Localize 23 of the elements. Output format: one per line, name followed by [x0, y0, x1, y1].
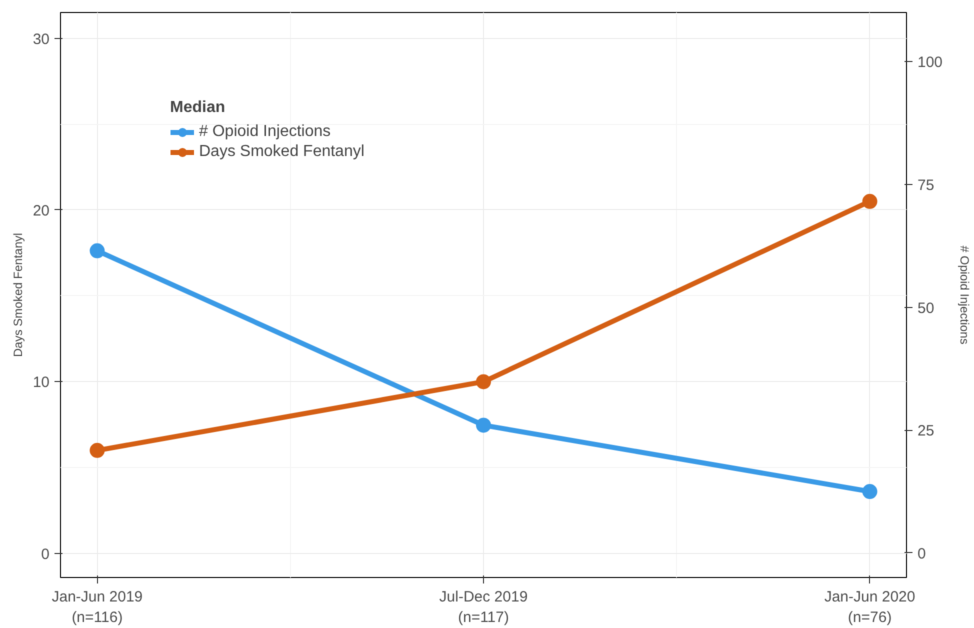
point	[862, 194, 878, 209]
point	[90, 243, 105, 258]
y2-tick-label: 50	[918, 300, 934, 317]
y2-tick-label: 100	[918, 54, 943, 72]
y-tick-label: 0	[41, 546, 50, 563]
point	[90, 442, 105, 458]
y2-axis-title: # Opioid Injections	[958, 246, 972, 344]
legend-title: Median	[170, 99, 226, 117]
y2-tick-label: 25	[918, 422, 934, 440]
legend-label: # Opioid Injections	[199, 123, 331, 141]
x-tick-label: Jul-Dec 2019 (n=117)	[439, 588, 528, 626]
y2-tick-label: 0	[918, 545, 926, 562]
y-tick-label: 20	[32, 202, 50, 220]
x-tick-label: Jan-Jun 2020 (n=76)	[824, 588, 916, 626]
point	[476, 374, 491, 390]
point	[862, 484, 878, 500]
point	[476, 418, 491, 433]
legend-label: Days Smoked Fentanyl	[199, 143, 364, 161]
y-tick-label: 10	[32, 374, 50, 392]
y2-tick-label: 75	[918, 176, 934, 194]
y-axis-title: Days Smoked Fentanyl	[10, 232, 25, 358]
x-tick-label: Jan-Jun 2019 (n=116)	[52, 588, 143, 626]
y-tick-label: 30	[32, 30, 50, 48]
